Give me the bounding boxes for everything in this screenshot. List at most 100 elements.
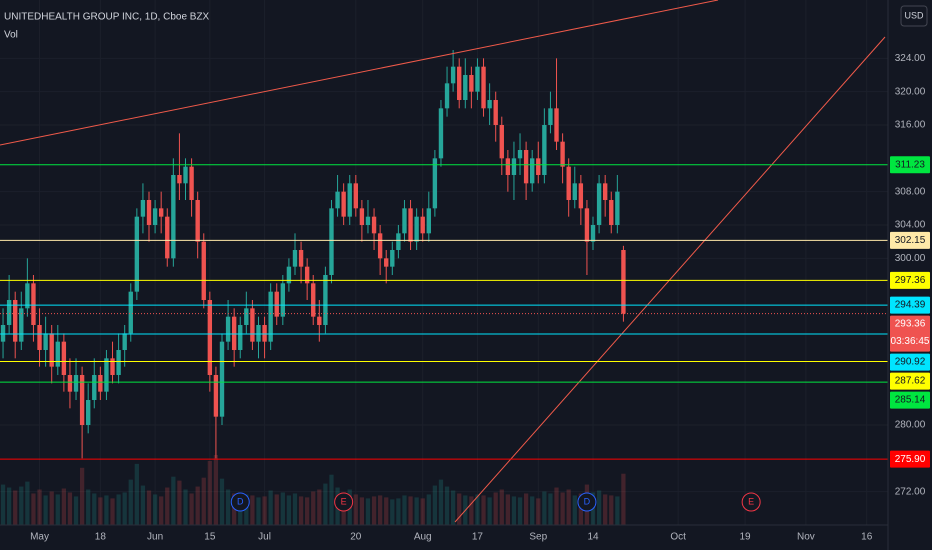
y-tick-label: 316.00	[895, 120, 926, 131]
volume-bar	[378, 495, 383, 525]
volume-bar	[365, 498, 371, 525]
last-price-label: 293.36	[895, 319, 926, 330]
y-tick-label: 280.00	[895, 420, 926, 431]
candle-body	[578, 183, 584, 209]
candle-body	[438, 108, 444, 159]
currency-button[interactable]	[900, 5, 928, 27]
x-tick-label: 17	[472, 532, 484, 543]
volume-bar	[189, 493, 194, 525]
event-marker[interactable]	[230, 492, 250, 512]
volume-bar	[159, 496, 164, 525]
level-label: 297.36	[895, 275, 926, 286]
volume-bar	[536, 498, 541, 525]
candle-body	[499, 125, 504, 159]
candle-body	[523, 150, 529, 184]
candle-body	[280, 283, 286, 317]
candle-body	[621, 250, 626, 314]
volume-bar	[450, 490, 456, 525]
volume-bar	[55, 494, 60, 525]
volume-bar	[116, 494, 121, 525]
volume-bar	[104, 495, 109, 525]
volume-bar	[408, 496, 413, 525]
currency-label[interactable]: USD	[904, 10, 924, 20]
candle-body	[517, 150, 523, 159]
event-label[interactable]: D	[584, 496, 591, 506]
volume-bar	[298, 496, 304, 525]
volume-bar	[353, 494, 358, 525]
candle-body	[596, 183, 602, 225]
x-tick-label: Jun	[147, 532, 163, 543]
volume-bar	[621, 473, 626, 525]
volume-bar	[0, 484, 6, 525]
event-label[interactable]: D	[237, 496, 244, 506]
candle-body	[554, 108, 559, 142]
event-marker[interactable]	[741, 492, 761, 512]
volume-bar	[475, 494, 480, 525]
candle-body	[353, 183, 358, 209]
chart-title: UNITEDHEALTH GROUP INC, 1D, Cboe BZX	[4, 12, 210, 23]
candle-body	[122, 333, 127, 350]
level-label: 302.15	[895, 235, 926, 246]
volume-bar	[487, 497, 492, 525]
volume-bar	[79, 467, 85, 525]
last-price-label-box	[890, 315, 930, 352]
volume-bar	[67, 492, 73, 525]
candle-body	[323, 275, 328, 325]
volume-bar	[268, 490, 273, 525]
candle-body	[6, 300, 12, 325]
trend-line	[0, 0, 719, 146]
level-label: 311.23	[895, 159, 925, 170]
candle-body	[505, 158, 511, 175]
y-tick-label: 320.00	[895, 86, 926, 97]
level-label-box	[890, 296, 930, 314]
candle-body	[359, 208, 365, 225]
candle-body	[420, 216, 425, 234]
candle-body	[335, 191, 340, 209]
event-label[interactable]: E	[748, 496, 754, 506]
volume-bar	[432, 485, 438, 525]
volume-bar	[286, 495, 292, 525]
volume-bar	[311, 491, 316, 525]
volume-bar	[323, 483, 328, 525]
candle-body	[219, 341, 225, 417]
candle-body	[432, 158, 438, 209]
candle-body	[548, 108, 553, 125]
candle-body	[55, 341, 60, 367]
event-marker[interactable]	[577, 492, 597, 512]
event-marker[interactable]	[334, 492, 354, 512]
candle-body	[116, 350, 121, 375]
level-lines	[0, 164, 888, 460]
x-tick-label: May	[30, 532, 49, 543]
level-label: 294.39	[895, 300, 926, 311]
candle-body	[341, 191, 346, 217]
candle-body	[572, 183, 577, 200]
volume-bar	[43, 495, 48, 525]
volume-bar	[517, 497, 523, 525]
level-label: 285.14	[895, 395, 926, 406]
volume-bar	[110, 498, 115, 525]
volume-bar	[152, 494, 158, 525]
candle-body	[530, 158, 535, 184]
candle-body	[244, 308, 249, 325]
candle-body	[347, 183, 352, 217]
volume-bar	[262, 496, 267, 525]
candle-body	[201, 241, 206, 300]
volume-bar	[225, 489, 231, 525]
volume-bar	[384, 497, 389, 525]
candle-body	[566, 166, 571, 200]
candle-body	[426, 208, 431, 234]
level-label: 287.62	[895, 376, 926, 387]
candle-body	[560, 141, 565, 167]
candle-body	[0, 325, 6, 342]
candle-body	[171, 175, 176, 259]
volume-bar	[560, 492, 565, 525]
candle-body	[536, 158, 541, 175]
event-label[interactable]: E	[341, 496, 347, 506]
candle-body	[67, 375, 73, 392]
x-tick-label: Aug	[414, 532, 432, 543]
volume-bar	[49, 491, 54, 525]
volume-bar	[457, 493, 462, 525]
candle-body	[146, 200, 152, 225]
